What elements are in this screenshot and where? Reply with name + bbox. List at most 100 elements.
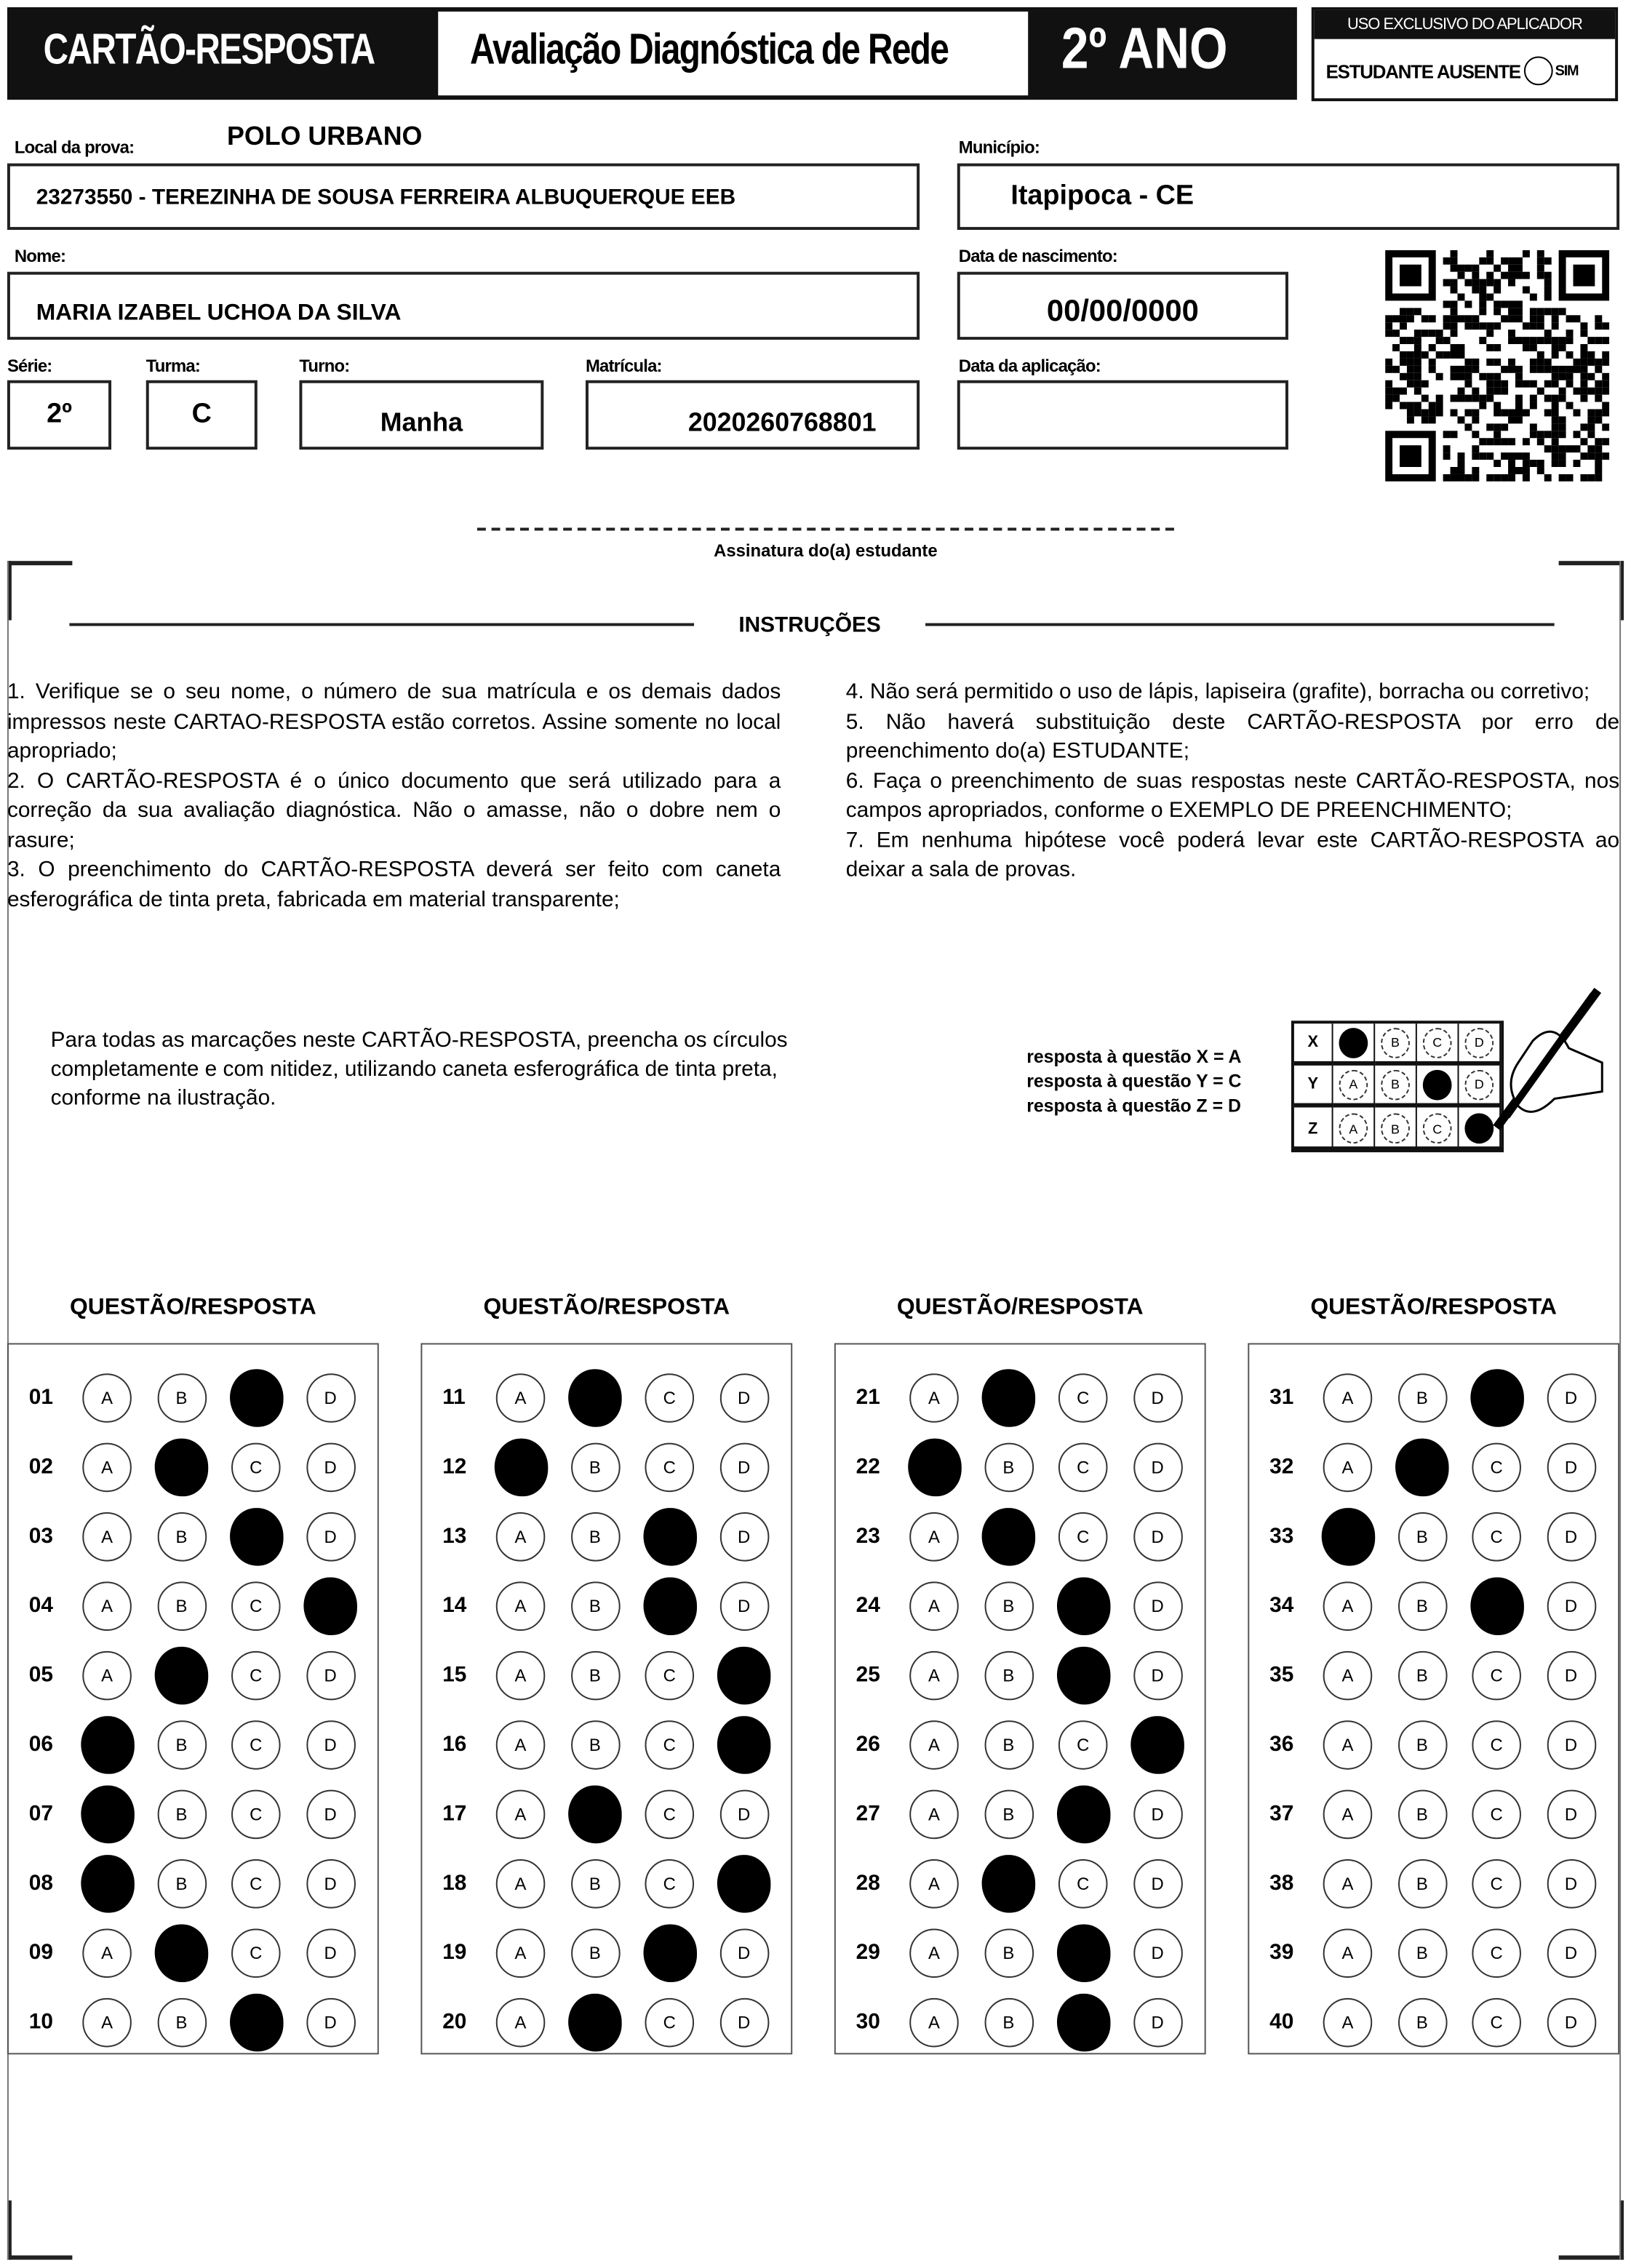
- answer-bubble[interactable]: D: [1133, 1789, 1182, 1840]
- answer-bubble[interactable]: B: [1397, 1859, 1447, 1909]
- answer-bubble[interactable]: D: [719, 1512, 769, 1562]
- answer-bubble[interactable]: C: [1472, 1512, 1521, 1562]
- answer-bubble[interactable]: B: [570, 1928, 620, 1978]
- answer-bubble[interactable]: B: [1397, 1512, 1447, 1562]
- answer-bubble[interactable]: C: [645, 1720, 695, 1770]
- answer-bubble[interactable]: A: [909, 1997, 959, 2048]
- answer-bubble[interactable]: D: [719, 1928, 769, 1978]
- answer-bubble[interactable]: D: [1546, 1373, 1596, 1423]
- answer-bubble[interactable]: B: [984, 1650, 1034, 1701]
- answer-bubble[interactable]: A: [1323, 1442, 1373, 1493]
- answer-bubble-filled[interactable]: [568, 1369, 622, 1427]
- answer-bubble[interactable]: B: [1397, 1373, 1447, 1423]
- answer-bubble[interactable]: D: [1133, 1650, 1182, 1701]
- answer-bubble[interactable]: A: [909, 1512, 959, 1562]
- answer-bubble[interactable]: C: [645, 1789, 695, 1840]
- answer-bubble[interactable]: B: [1397, 1928, 1447, 1978]
- signature-line[interactable]: [476, 527, 1174, 531]
- answer-bubble[interactable]: A: [495, 1720, 546, 1770]
- answer-bubble[interactable]: B: [156, 1997, 207, 2048]
- answer-bubble[interactable]: D: [306, 1928, 355, 1978]
- answer-bubble-filled[interactable]: [303, 1577, 357, 1635]
- answer-bubble[interactable]: B: [570, 1581, 620, 1632]
- answer-bubble[interactable]: C: [1472, 1720, 1521, 1770]
- answer-bubble[interactable]: D: [306, 1859, 355, 1909]
- answer-bubble[interactable]: D: [306, 1373, 355, 1423]
- answer-bubble[interactable]: B: [156, 1581, 207, 1632]
- answer-bubble[interactable]: B: [570, 1720, 620, 1770]
- answer-bubble[interactable]: C: [231, 1720, 281, 1770]
- answer-bubble-filled[interactable]: [1056, 1785, 1110, 1844]
- answer-bubble-filled[interactable]: [80, 1785, 134, 1844]
- answer-bubble[interactable]: A: [1323, 1720, 1373, 1770]
- answer-bubble[interactable]: D: [719, 1581, 769, 1632]
- answer-bubble[interactable]: C: [1058, 1373, 1108, 1423]
- answer-bubble-filled[interactable]: [154, 1438, 209, 1497]
- answer-bubble[interactable]: D: [1133, 1373, 1182, 1423]
- answer-bubble[interactable]: A: [909, 1581, 959, 1632]
- answer-bubble-filled[interactable]: [229, 1369, 283, 1427]
- answer-bubble[interactable]: C: [1058, 1720, 1108, 1770]
- answer-bubble[interactable]: B: [984, 1581, 1034, 1632]
- answer-bubble[interactable]: D: [719, 1789, 769, 1840]
- answer-bubble[interactable]: D: [1133, 1581, 1182, 1632]
- answer-bubble[interactable]: A: [909, 1859, 959, 1909]
- answer-bubble-filled[interactable]: [642, 1924, 697, 1982]
- answer-bubble[interactable]: B: [156, 1859, 207, 1909]
- answer-bubble-filled[interactable]: [1056, 1577, 1110, 1635]
- answer-bubble[interactable]: C: [645, 1442, 695, 1493]
- answer-bubble[interactable]: B: [1397, 1650, 1447, 1701]
- answer-bubble[interactable]: A: [82, 1928, 132, 1978]
- answer-bubble[interactable]: D: [1133, 1997, 1182, 2048]
- answer-bubble-filled[interactable]: [981, 1508, 1036, 1566]
- answer-bubble[interactable]: D: [306, 1789, 355, 1840]
- answer-bubble[interactable]: A: [909, 1789, 959, 1840]
- answer-bubble[interactable]: C: [1472, 1789, 1521, 1840]
- answer-bubble[interactable]: A: [1323, 1997, 1373, 2048]
- answer-bubble[interactable]: D: [1546, 1928, 1596, 1978]
- answer-bubble[interactable]: D: [719, 1997, 769, 2048]
- answer-bubble[interactable]: B: [570, 1512, 620, 1562]
- answer-bubble-filled[interactable]: [154, 1924, 209, 1982]
- answer-bubble-filled[interactable]: [642, 1577, 697, 1635]
- answer-bubble-filled[interactable]: [80, 1855, 134, 1913]
- answer-bubble-filled[interactable]: [493, 1438, 548, 1497]
- answer-bubble-filled[interactable]: [154, 1646, 209, 1705]
- answer-bubble-filled[interactable]: [1056, 1924, 1110, 1982]
- answer-bubble[interactable]: A: [82, 1442, 132, 1493]
- answer-bubble[interactable]: A: [909, 1373, 959, 1423]
- answer-bubble[interactable]: C: [231, 1789, 281, 1840]
- answer-bubble[interactable]: A: [909, 1720, 959, 1770]
- answer-bubble[interactable]: B: [984, 1928, 1034, 1978]
- answer-bubble[interactable]: A: [495, 1997, 546, 2048]
- answer-bubble[interactable]: A: [495, 1928, 546, 1978]
- answer-bubble[interactable]: C: [231, 1581, 281, 1632]
- answer-bubble[interactable]: D: [306, 1442, 355, 1493]
- answer-bubble-filled[interactable]: [981, 1369, 1036, 1427]
- answer-bubble-filled[interactable]: [717, 1646, 771, 1705]
- answer-bubble[interactable]: A: [1323, 1859, 1373, 1909]
- answer-bubble[interactable]: D: [306, 1512, 355, 1562]
- answer-bubble[interactable]: D: [1133, 1512, 1182, 1562]
- answer-bubble[interactable]: A: [495, 1373, 546, 1423]
- answer-bubble[interactable]: A: [1323, 1373, 1373, 1423]
- answer-bubble[interactable]: B: [570, 1650, 620, 1701]
- answer-bubble[interactable]: D: [306, 1720, 355, 1770]
- answer-bubble[interactable]: B: [156, 1789, 207, 1840]
- answer-bubble[interactable]: C: [1472, 1442, 1521, 1493]
- answer-bubble[interactable]: A: [495, 1859, 546, 1909]
- answer-bubble[interactable]: B: [1397, 1997, 1447, 2048]
- answer-bubble-filled[interactable]: [717, 1716, 771, 1774]
- answer-bubble[interactable]: A: [495, 1650, 546, 1701]
- answer-bubble-filled[interactable]: [1056, 1993, 1110, 2052]
- answer-bubble[interactable]: C: [231, 1859, 281, 1909]
- answer-bubble[interactable]: B: [1397, 1581, 1447, 1632]
- answer-bubble-filled[interactable]: [1395, 1438, 1449, 1497]
- answer-bubble[interactable]: A: [495, 1512, 546, 1562]
- absent-bubble[interactable]: [1523, 56, 1552, 86]
- answer-bubble-filled[interactable]: [229, 1993, 283, 2052]
- answer-bubble[interactable]: B: [156, 1512, 207, 1562]
- answer-bubble-filled[interactable]: [642, 1508, 697, 1566]
- answer-bubble[interactable]: B: [570, 1442, 620, 1493]
- answer-bubble[interactable]: C: [1058, 1859, 1108, 1909]
